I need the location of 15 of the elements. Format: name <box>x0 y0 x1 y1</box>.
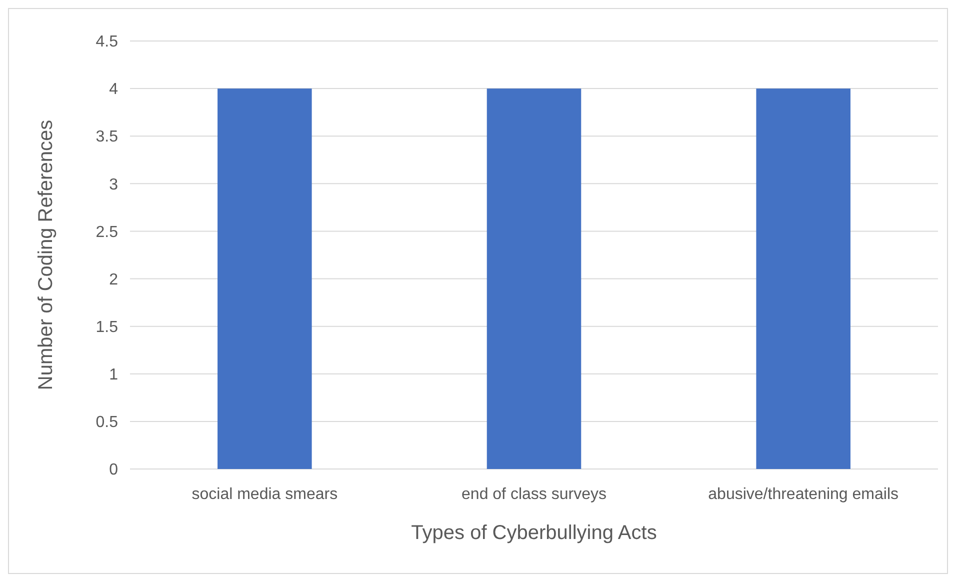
y-tick-label: 3.5 <box>96 128 118 146</box>
x-axis-title: Types of Cyberbullying Acts <box>411 522 657 544</box>
y-tick-label: 2.5 <box>96 224 118 241</box>
y-tick-label: 0.5 <box>96 414 118 432</box>
y-tick-label: 1.5 <box>96 318 118 336</box>
y-tick-label: 0 <box>109 462 118 479</box>
x-tick-label: social media smears <box>192 486 338 503</box>
y-tick-label: 4 <box>109 81 118 98</box>
y-tick-label: 1 <box>109 366 118 384</box>
x-tick-label: end of class surveys <box>462 486 606 503</box>
y-tick-label: 2 <box>109 271 118 288</box>
y-tick-label: 3 <box>109 176 118 194</box>
y-axis-title: Number of Coding References <box>35 120 57 390</box>
y-tick-label: 4.5 <box>96 34 118 51</box>
x-tick-label: abusive/threatening emails <box>708 486 899 503</box>
